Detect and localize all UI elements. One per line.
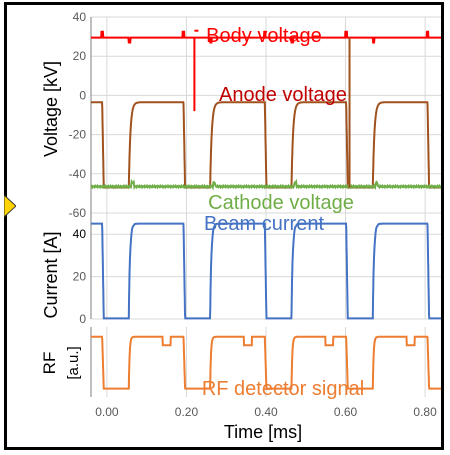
y-tick-label: -20 bbox=[69, 128, 87, 142]
x-tick-label: 0.40 bbox=[254, 405, 278, 419]
y-tick-label: -60 bbox=[69, 206, 87, 220]
series-line-cathode-voltage bbox=[90, 178, 442, 191]
x-tick-label: 0.60 bbox=[334, 405, 358, 419]
x-tick-label: 0.20 bbox=[175, 405, 199, 419]
y-tick-label: -40 bbox=[69, 167, 87, 181]
y-axis-label-rf-unit: [a.u.] bbox=[65, 346, 82, 379]
axes: 0.00 0.20 0.40 0.60 0.80 40 20 0 -20 -40 -60 40 20 0 bbox=[69, 10, 437, 419]
pointer-marker-icon bbox=[4, 195, 16, 217]
y-axis-label-rf: RF bbox=[40, 352, 59, 375]
labels: Body voltage Anode voltage Cathode volta… bbox=[202, 25, 364, 400]
series-lines bbox=[90, 29, 442, 390]
series-label-body-voltage: Body voltage bbox=[206, 25, 322, 47]
x-tick-label: 0.80 bbox=[413, 405, 437, 419]
series-label-cathode-voltage: Cathode voltage bbox=[208, 192, 354, 214]
series-line-rf-detector-signal bbox=[91, 335, 441, 390]
series-label-beam-current: Beam current bbox=[204, 213, 324, 235]
series-label-rf-detector-signal: RF detector signal bbox=[202, 378, 364, 400]
chart: 0.00 0.20 0.40 0.60 0.8040200-20-40-6040200 … bbox=[40, 10, 442, 442]
y-tick-label: 20 bbox=[73, 49, 87, 63]
series-label-anode-voltage: Anode voltage bbox=[219, 84, 347, 106]
y-tick-label: 40 bbox=[73, 227, 87, 241]
y-axis-label-voltage: Voltage [kV] bbox=[41, 61, 61, 157]
figure-frame: 0.00 0.20 0.40 0.60 0.80 40 20 0 -20 -40 -60 40 20 0 … bbox=[4, 2, 444, 450]
y-tick-label: 0 bbox=[79, 312, 86, 326]
series-line-beam-current bbox=[91, 222, 441, 320]
y-axis-label-current: Current [A] bbox=[41, 231, 61, 318]
x-axis-label: Time [ms] bbox=[224, 422, 302, 442]
series-line-anode-voltage bbox=[91, 101, 441, 189]
y-tick-label: 40 bbox=[73, 10, 87, 24]
x-tick-label: 0.00 bbox=[95, 405, 119, 419]
y-tick-label: 20 bbox=[73, 270, 87, 284]
y-tick-label: 0 bbox=[79, 88, 86, 102]
series-line-body-voltage bbox=[91, 30, 441, 44]
